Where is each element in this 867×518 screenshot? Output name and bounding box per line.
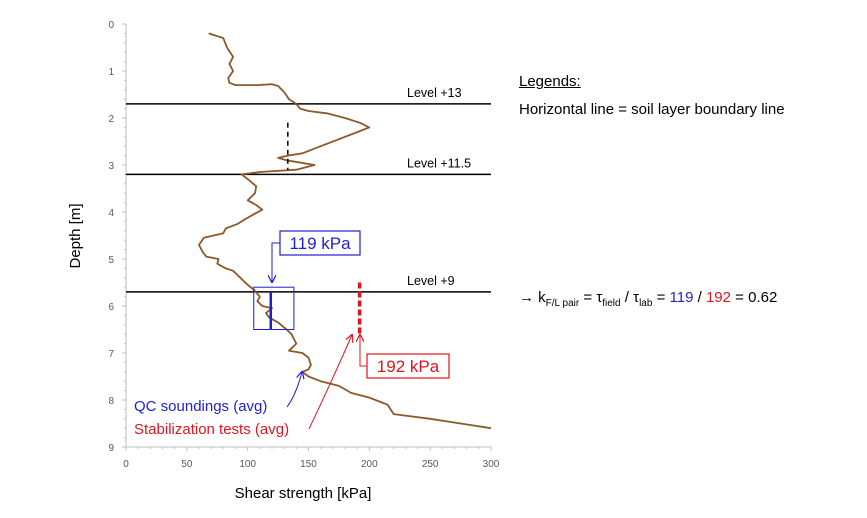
boundary-line-label: Level +13 — [407, 86, 462, 100]
y-tick-label: 0 — [108, 20, 114, 31]
qc-value-label: 119 kPa — [289, 234, 351, 253]
y-tick-label: 5 — [108, 255, 114, 266]
tau-lab-symbol: τ — [633, 289, 640, 306]
equals-3: = — [731, 289, 749, 306]
y-tick-label: 3 — [108, 161, 114, 172]
boundary-line-label: Level +9 — [407, 274, 455, 288]
qc-soundings-arrow — [286, 372, 302, 408]
legend-line-text: Horizontal line = soil layer boundary li… — [519, 101, 785, 118]
k-symbol: k — [538, 289, 546, 306]
qc-range-box — [253, 286, 295, 331]
stabilization-tests-arrow — [308, 335, 352, 430]
y-axis-title: Depth [m] — [67, 203, 84, 268]
tau-field-subscript: field — [602, 298, 621, 309]
equals-1: = — [579, 289, 597, 306]
stab-value-label: 192 kPa — [377, 357, 440, 376]
qc-soundings-label: QC soundings (avg) — [134, 398, 267, 415]
y-tick-label: 2 — [108, 114, 114, 125]
lab-value: 192 — [705, 289, 731, 306]
tau-field-symbol: τ — [596, 289, 603, 306]
ratio-result: 0.62 — [748, 289, 778, 306]
slash-1: / — [620, 289, 634, 306]
x-tick-label: 150 — [300, 459, 317, 470]
slash-2: / — [693, 289, 706, 306]
y-tick-label: 9 — [108, 443, 114, 454]
equals-2: = — [652, 289, 670, 306]
boundary-line-label: Level +11.5 — [407, 156, 471, 170]
x-tick-label: 200 — [361, 459, 378, 470]
y-tick-label: 4 — [108, 208, 114, 219]
y-tick-label: 7 — [108, 349, 114, 360]
stab-value-box — [366, 353, 450, 379]
qc-value-pointer — [272, 242, 280, 282]
x-axis-title: Shear strength [kPa] — [235, 485, 372, 502]
x-tick-label: 300 — [483, 459, 500, 470]
x-tick-label: 100 — [239, 459, 256, 470]
y-tick-label: 6 — [108, 302, 114, 313]
ratio-formula: → kF/L pair = τfield / τlab = 119 / 192 … — [519, 289, 777, 309]
x-tick-label: 0 — [123, 459, 129, 470]
stab-value-pointer — [360, 335, 367, 367]
legend-block: Legends: Horizontal line = soil layer bo… — [519, 68, 785, 124]
stabilization-tests-label: Stabilization tests (avg) — [134, 421, 289, 438]
field-value: 119 — [669, 289, 694, 306]
tau-lab-subscript: lab — [639, 298, 653, 309]
x-tick-label: 50 — [181, 459, 193, 470]
y-tick-label: 8 — [108, 396, 114, 407]
y-tick-label: 1 — [108, 67, 114, 78]
k-subscript: F/L pair — [545, 298, 580, 309]
x-tick-label: 250 — [422, 459, 439, 470]
arrow-icon: → — [519, 289, 534, 306]
legend-title: Legends: — [519, 73, 581, 90]
shear-profile-line — [198, 32, 492, 430]
